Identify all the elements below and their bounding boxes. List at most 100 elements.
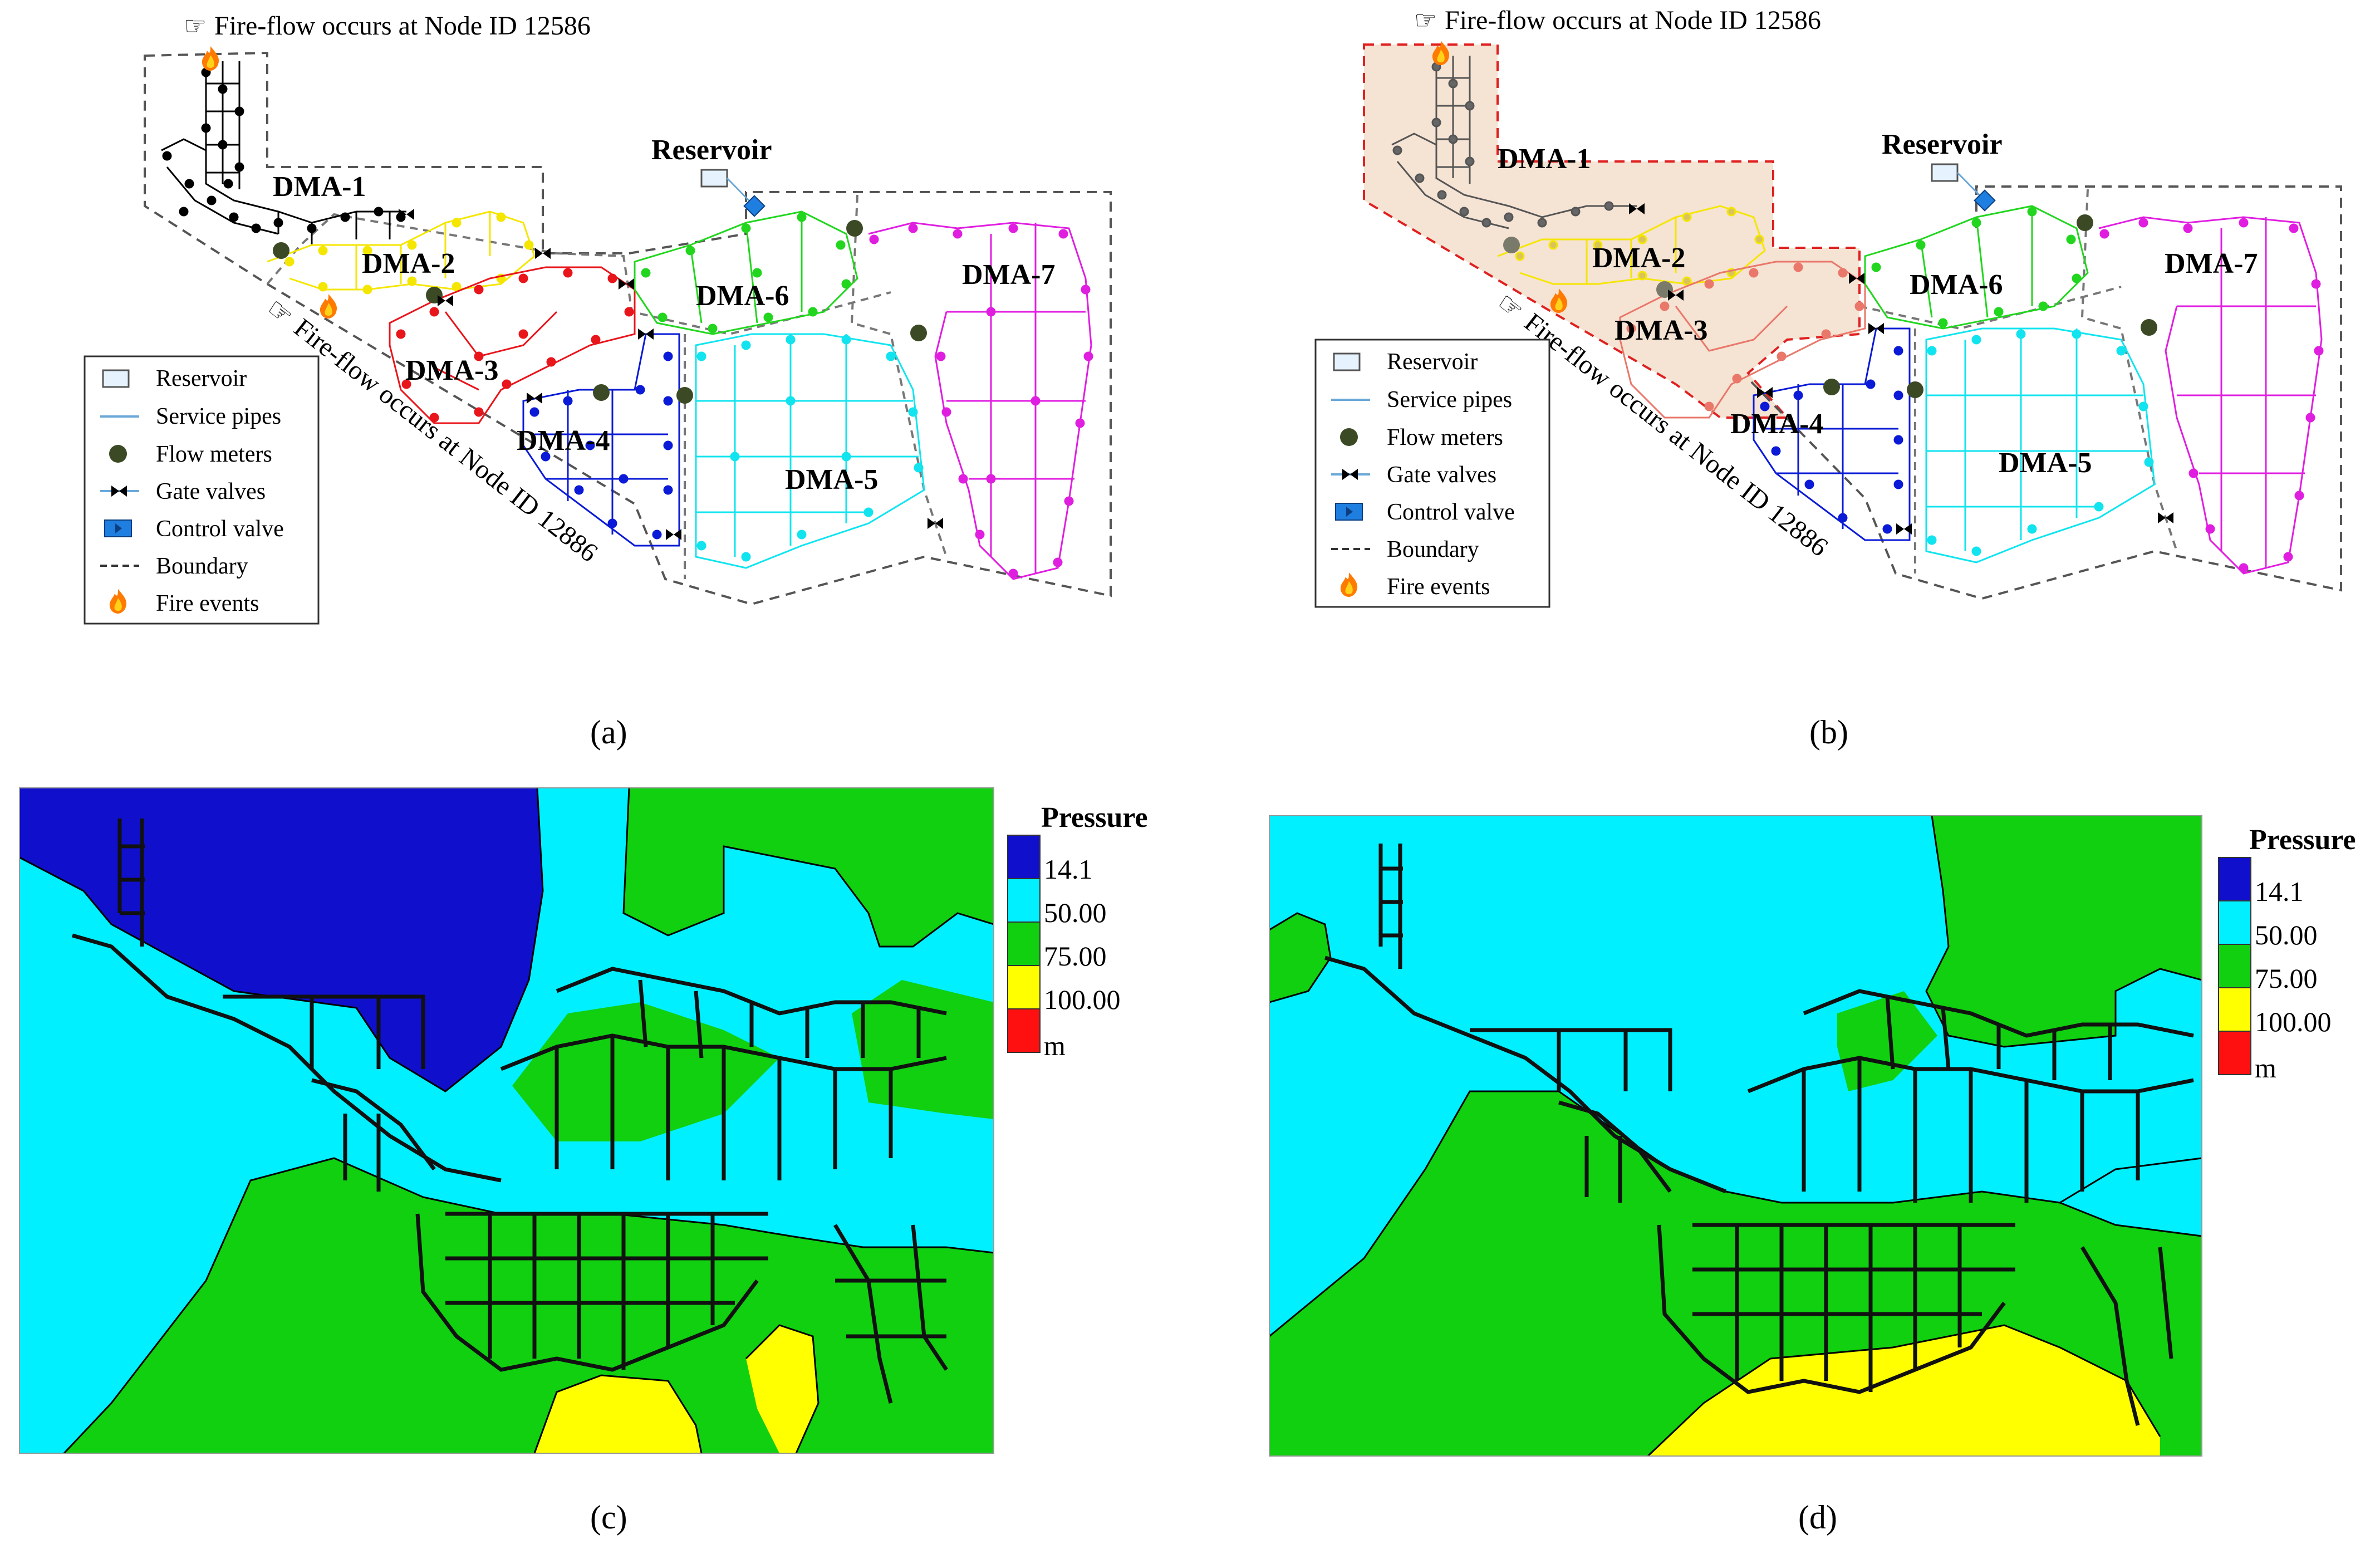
panel-d: Pressure 14.1 50.00 75.00 100.00 m (d)	[1269, 815, 2356, 1536]
dma-label-a-1: DMA-1	[273, 171, 366, 203]
legend-swatch-low	[2218, 857, 2251, 901]
legend-unit: m	[2255, 1052, 2276, 1084]
dma-label-a-2: DMA-2	[362, 248, 455, 280]
dma6-network-a	[634, 210, 858, 335]
dma5-network-a	[695, 333, 925, 569]
reservoir-icon	[1333, 352, 1361, 371]
control-valve-icon	[104, 519, 132, 537]
reservoir-label-a: Reservoir	[651, 134, 772, 166]
legend-swatch-high	[1007, 1008, 1041, 1053]
panel-a: ☞ Fire-flow occurs at Node ID 12586 Rese…	[84, 11, 1112, 751]
dma-label-a-5: DMA-5	[785, 464, 879, 496]
caption-c: (c)	[590, 1499, 627, 1536]
legend-swatch-high	[2218, 1031, 2251, 1075]
caption-a: (a)	[590, 714, 627, 751]
legend-fire-events: Fire events	[156, 591, 259, 616]
flow-meter-icon	[1340, 428, 1358, 446]
legend-value: 75.00	[2255, 963, 2318, 994]
green-zone-d-topright	[1926, 816, 2202, 1047]
legend-title-c: Pressure	[1041, 802, 1148, 834]
gate-valve-icon	[100, 486, 139, 497]
isolated-area-b	[1363, 43, 1861, 419]
legend-service-pipes: Service pipes	[156, 404, 281, 429]
dma-label-a-3: DMA-3	[405, 355, 499, 386]
dma-label-b-2: DMA-2	[1592, 242, 1686, 274]
legend-swatch-50	[2218, 900, 2251, 945]
flow-meter-icon	[109, 445, 127, 463]
reservoir-icon-b	[1931, 163, 1959, 182]
panel-c: Pressure 14.1 50.00 75.00 100.00 m (c)	[19, 787, 1148, 1536]
legend-swatch-100	[1007, 965, 1041, 1009]
legend-flow-meters: Flow meters	[156, 442, 272, 467]
reservoir-icon-a	[700, 169, 728, 188]
reservoir-label-b: Reservoir	[1882, 129, 2003, 160]
legend-title-d: Pressure	[2249, 824, 2356, 856]
legend-reservoir: Reservoir	[156, 366, 247, 391]
boundary-a	[144, 51, 1112, 606]
control-valve-icon-a	[743, 195, 765, 217]
dma2-network-b	[1497, 205, 1766, 286]
dma6-network-b	[1864, 205, 2089, 330]
fire-icon-a-top	[202, 46, 219, 71]
legend-control-valve: Control valve	[156, 516, 284, 542]
high-pressure-zone-d	[1648, 1325, 2160, 1456]
fire-note-top-a: Fire-flow occurs at Node ID 12586	[214, 11, 591, 41]
dma-label-b-6: DMA-6	[1910, 269, 2003, 301]
legend-swatch-low	[1007, 835, 1041, 879]
legend-unit: m	[1044, 1030, 1066, 1061]
legend-reservoir: Reservoir	[1387, 349, 1478, 375]
low-pressure-zone-c	[19, 788, 543, 1091]
legend-b: Reservoir Service pipes Flow meters Gate…	[1314, 339, 1550, 608]
pressure-legend-c: Pressure 14.1 50.00 75.00 100.00 m	[1007, 802, 1148, 1061]
dma-label-b-1: DMA-1	[1498, 143, 1591, 175]
fire-note-top-b: Fire-flow occurs at Node ID 12586	[1445, 6, 1821, 35]
legend-a: Reservoir Service pipes Flow meters Gate…	[84, 355, 320, 625]
dma-label-a-7: DMA-7	[962, 259, 1056, 291]
dma1-network-b	[1391, 50, 1637, 229]
legend-swatch-100	[2218, 987, 2251, 1032]
dma-label-b-3: DMA-3	[1615, 315, 1708, 346]
legend-gate-valves: Gate valves	[1387, 462, 1496, 488]
fire-icon-a-mid	[320, 294, 337, 318]
dma-label-b-5: DMA-5	[1999, 447, 2092, 479]
pointing-hand-icon: ☞	[261, 292, 300, 332]
dma7-network-a	[868, 222, 1093, 580]
legend-value: 100.00	[1044, 984, 1121, 1015]
panel-b: ☞ Fire-flow occurs at Node ID 12586 Rese…	[1314, 6, 2342, 751]
legend-boundary: Boundary	[1387, 537, 1479, 562]
legend-control-valve: Control valve	[1387, 499, 1515, 525]
pipe-network-d	[1324, 844, 2194, 1426]
legend-gate-valves: Gate valves	[156, 479, 266, 504]
dma-label-a-4: DMA-4	[517, 425, 610, 457]
dma1-network-a	[161, 56, 406, 245]
legend-swatch-75	[1007, 922, 1041, 966]
legend-value: 14.1	[1044, 854, 1093, 885]
dma3-network-a	[389, 266, 636, 424]
caption-b: (b)	[1809, 714, 1848, 751]
reservoir-icon	[102, 369, 130, 388]
boundary-b	[1747, 185, 2342, 600]
legend-value: 50.00	[2255, 919, 2318, 950]
legend-value: 50.00	[1044, 897, 1107, 928]
pipe-network-c	[72, 818, 948, 1404]
legend-value: 100.00	[2255, 1006, 2332, 1037]
caption-d: (d)	[1798, 1499, 1837, 1536]
gate-valve-icon	[1331, 469, 1370, 480]
legend-swatch-50	[1007, 878, 1041, 923]
legend-flow-meters: Flow meters	[1387, 425, 1503, 450]
pointing-hand-icon: ☞	[1414, 6, 1437, 35]
dma-label-b-4: DMA-4	[1730, 408, 1824, 440]
legend-service-pipes: Service pipes	[1387, 387, 1512, 413]
control-valve-icon	[1335, 503, 1363, 521]
legend-swatch-75	[2218, 944, 2251, 988]
dma3-network-b	[1619, 261, 1866, 419]
pointing-hand-icon: ☞	[184, 12, 207, 40]
high-pressure-zone-c	[534, 1375, 701, 1453]
legend-value: 75.00	[1044, 940, 1107, 972]
legend-boundary: Boundary	[156, 553, 248, 579]
dma-label-a-6: DMA-6	[696, 280, 789, 312]
pressure-legend-d: Pressure 14.1 50.00 75.00 100.00 m	[2218, 824, 2356, 1084]
dma7-network-b	[2098, 216, 2324, 575]
control-valve-icon-b	[1974, 189, 1996, 212]
dma5-network-b	[1925, 327, 2156, 563]
